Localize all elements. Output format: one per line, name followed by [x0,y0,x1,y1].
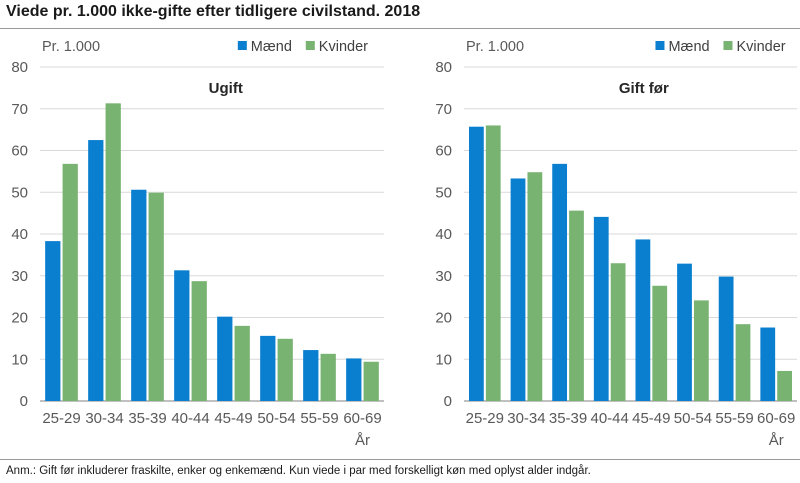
panel1-x-tick-label: 30-34 [85,410,123,427]
panel1-y-tick-label: 0 [20,393,28,410]
panel1-bar-men [217,316,233,401]
panel1-legend-swatch-women [305,41,315,50]
panel1-y-tick-label: 40 [11,226,28,243]
panel1-title: Ugift [209,80,243,97]
panel1-y-tick-label: 50 [11,184,28,201]
panel1-x-axis-label: År [355,432,370,449]
panel2-bar-women [569,210,584,401]
panel2-unit-label: Pr. 1.000 [466,39,524,55]
panel2-legend-swatch-women [723,41,733,50]
panel2-bar-women [485,125,501,401]
panel1-bar-men [346,358,362,401]
panel1-x-tick-label: 50-54 [257,410,295,427]
panel2-y-tick-label: 20 [435,310,452,327]
panel2-bar-women [527,172,543,401]
panel2-bar-men [552,163,568,401]
panel2-title: Gift før [619,80,669,97]
panel1-y-tick-label: 70 [11,101,28,118]
panel1-y-tick-label: 60 [11,143,28,160]
panel2-bar-men [677,263,692,401]
panel1-bar-men [303,350,319,401]
panel2-y-tick-label: 30 [435,268,452,285]
panel2-legend-label-men: Mænd [668,39,709,55]
panel2-y-tick-label: 60 [435,143,452,160]
panel2-y-tick-label: 70 [435,101,452,118]
panel1-legend-swatch-men [237,41,247,50]
panel2-x-tick-label: 25-29 [466,410,504,427]
panel1-bar-women [191,281,207,401]
panel2-x-tick-label: 45-49 [632,410,670,427]
panel2-bar-men [760,327,776,401]
panel1-x-tick-label: 40-44 [171,410,209,427]
panel1-bar-men [45,241,61,401]
panel2-bar-women [777,370,793,401]
panel2-x-axis-label: År [769,432,784,449]
panel1-y-tick-label: 20 [11,310,28,327]
panel2-y-tick-label: 50 [435,184,452,201]
panel1-bar-men [174,270,190,401]
panel1-bar-women [320,353,336,401]
footnote-divider [0,459,800,460]
panel1-x-tick-label: 45-49 [214,410,252,427]
panel1-bar-women [62,163,78,401]
panel1-bar-women [105,103,121,401]
panel1-y-tick-label: 10 [11,351,28,368]
panel1-bar-men [260,335,276,401]
panel2-x-tick-label: 55-59 [715,410,753,427]
panel1-unit-label: Pr. 1.000 [42,39,100,55]
panel2-y-tick-label: 10 [435,351,452,368]
panel1-bar-men [131,189,147,401]
panel2-bar-women [735,324,751,401]
panel2-bar-men [718,276,734,401]
panel1-bar-men [88,140,104,401]
panel1-x-tick-label: 60-69 [343,410,381,427]
panel1-x-tick-label: 25-29 [42,410,80,427]
footnote: Anm.: Gift før inkluderer fraskilte, enk… [6,465,591,477]
panel2-bar-men [593,216,609,401]
panel2-bar-women [652,285,668,401]
panel2-legend-label-women: Kvinder [736,39,785,55]
panel2-y-tick-label: 80 [435,59,452,76]
panel2-bar-men [510,178,526,401]
panel2-x-tick-label: 40-44 [591,410,629,427]
panel2-x-tick-label: 60-69 [757,410,795,427]
panel1-bar-women [234,325,250,401]
panel1-bar-women [363,361,379,401]
panel2-x-tick-label: 35-39 [549,410,587,427]
panel2-x-tick-label: 50-54 [674,410,712,427]
panel2-legend-swatch-men [655,41,665,50]
panel1-x-tick-label: 35-39 [128,410,166,427]
panel2-bar-men [635,239,651,401]
panel2-x-tick-label: 30-34 [507,410,545,427]
title-divider [0,28,800,29]
panel2-bar-women [693,300,709,401]
panel1-x-tick-label: 55-59 [300,410,338,427]
panel1-bar-women [148,192,164,401]
panel1-y-tick-label: 30 [11,268,28,285]
panel1-y-tick-label: 80 [11,59,28,76]
panel2-y-tick-label: 0 [444,393,452,410]
panel1-legend-label-women: Kvinder [319,39,368,55]
panel2-bar-women [610,263,626,401]
panel1-legend-label-men: Mænd [251,39,292,55]
page-title: Viede pr. 1.000 ikke-gifte efter tidlige… [6,3,421,20]
panel1-bar-women [277,338,293,401]
panel2-y-tick-label: 40 [435,226,452,243]
panel2-bar-men [468,126,484,401]
